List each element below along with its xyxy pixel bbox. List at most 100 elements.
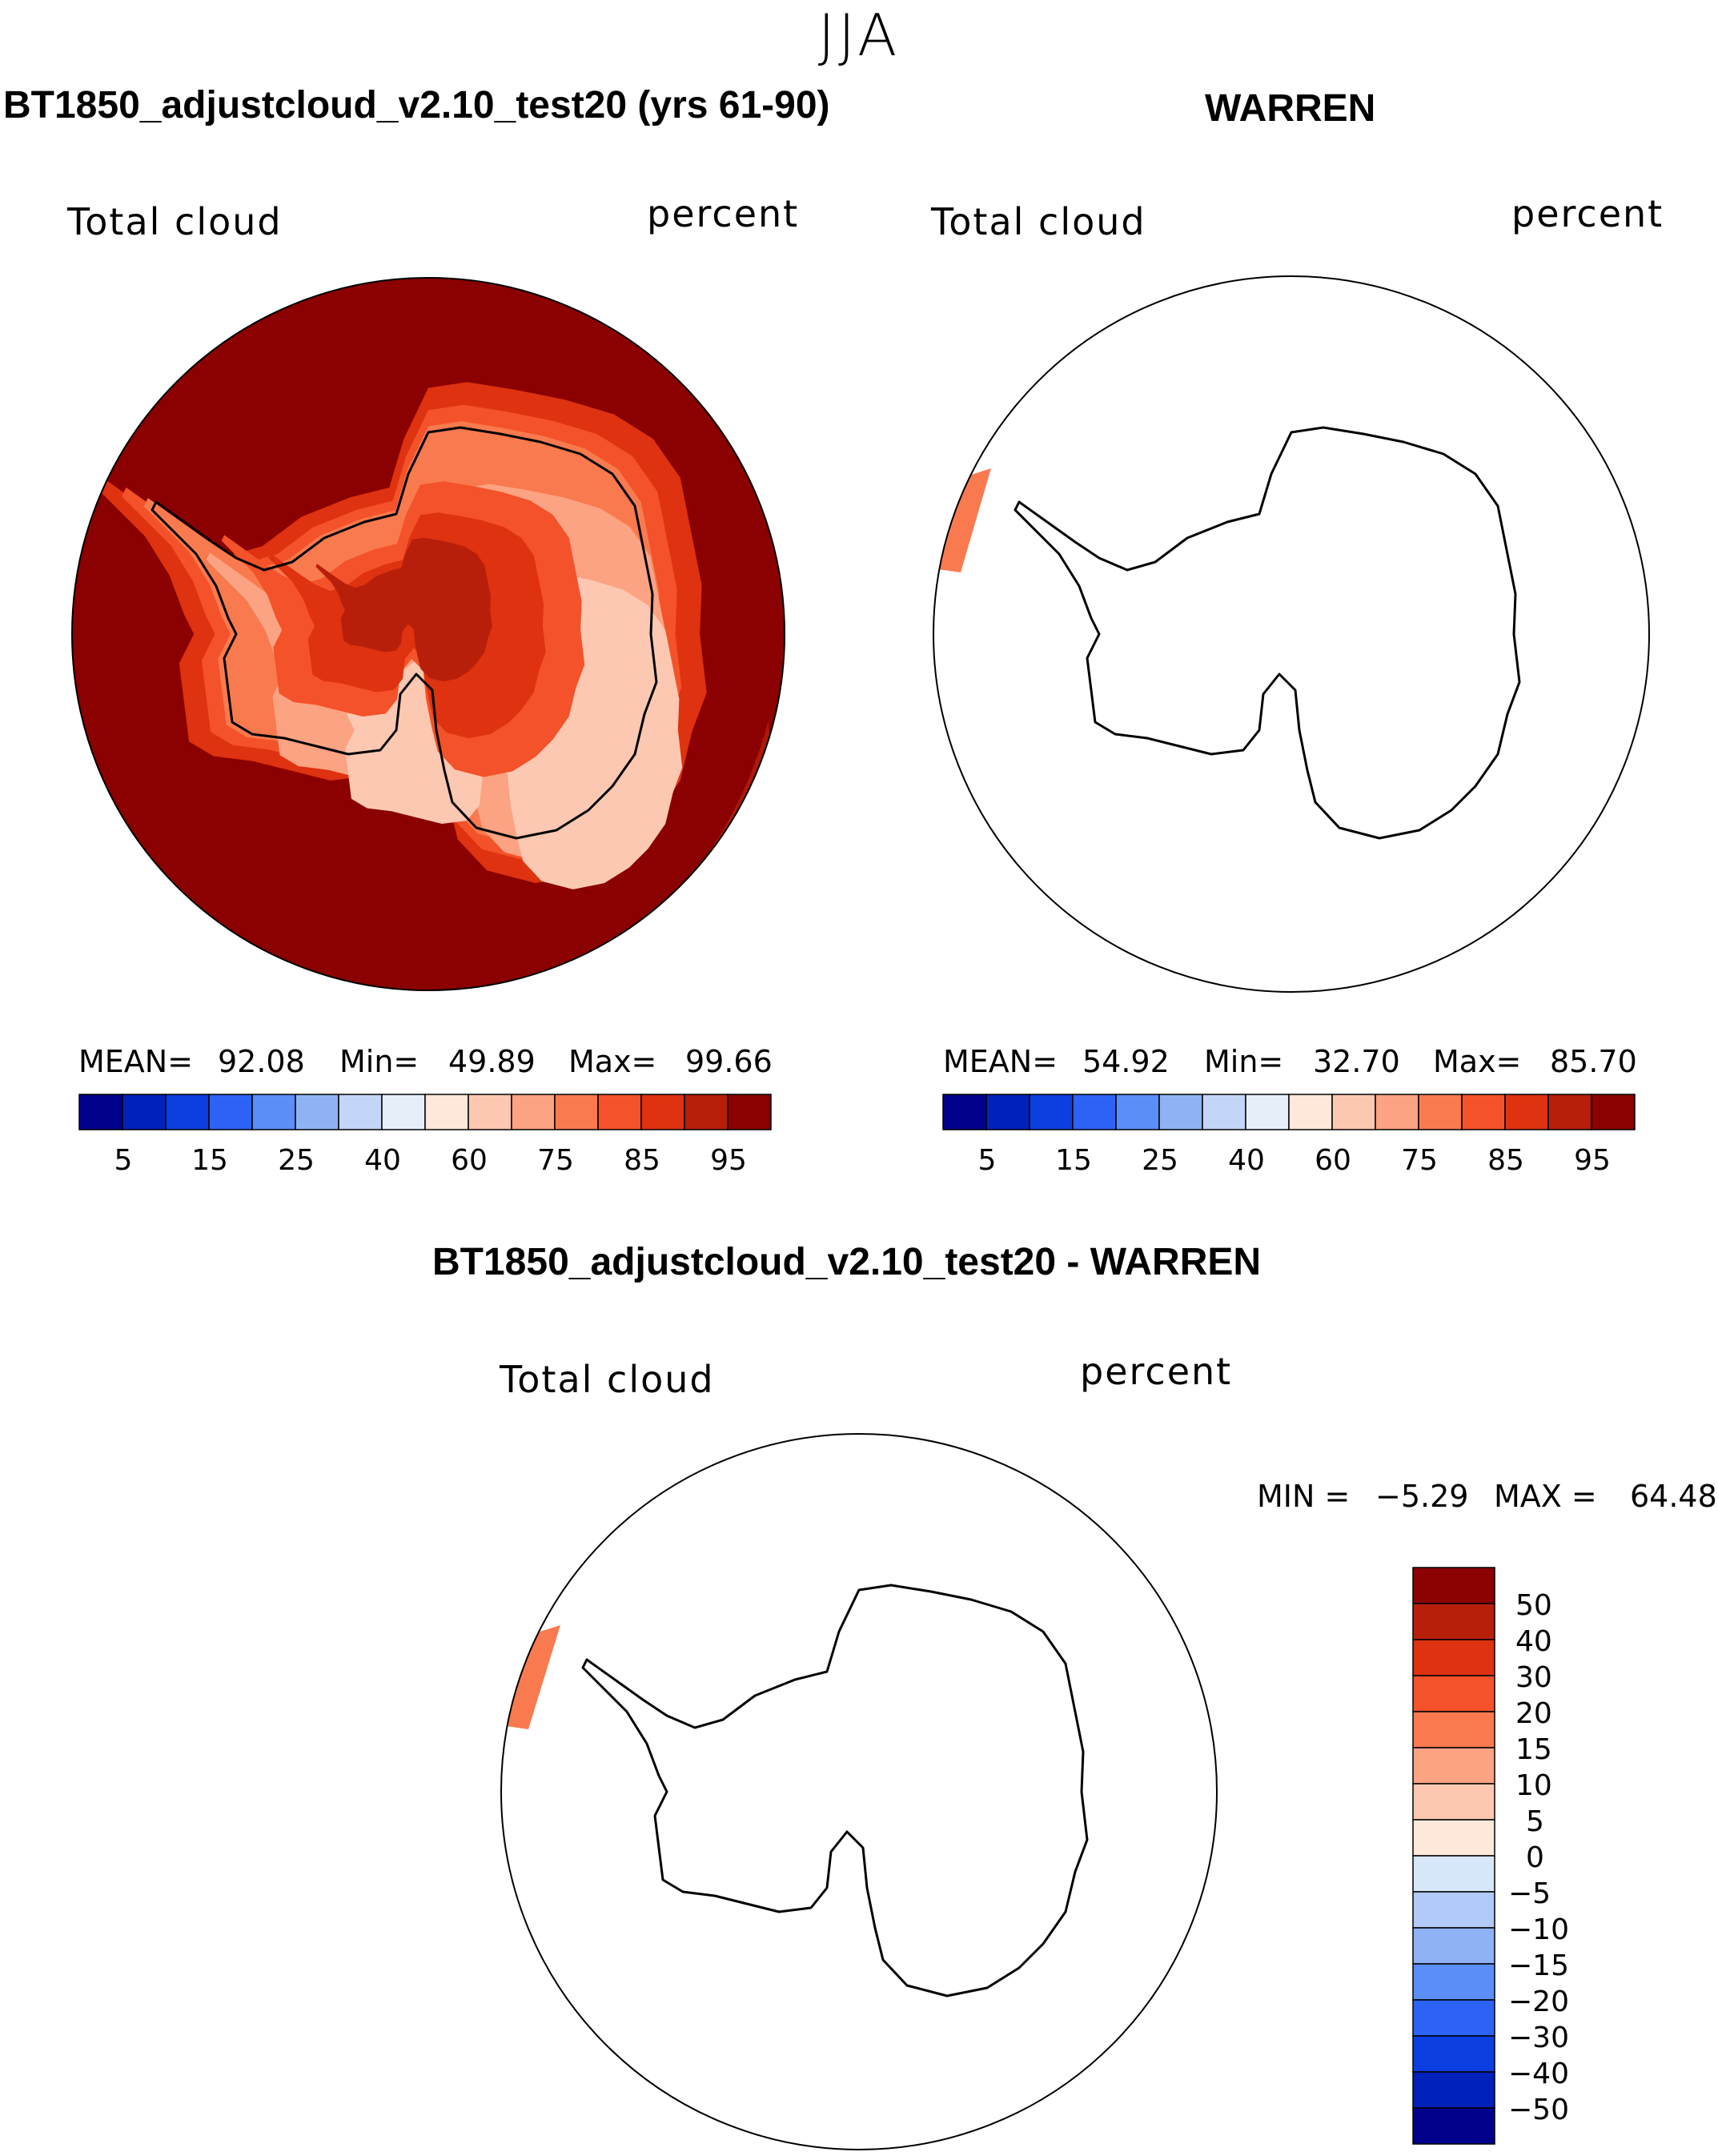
panel3-colorbar-tick: −40 [1508,2058,1569,2090]
panel2-title: WARREN [1205,87,1376,130]
colorbar-swatch [468,1094,512,1130]
panel2-max-label: Max= [1433,1044,1522,1079]
panel3-colorbar [1412,1567,1495,2145]
colorbar-swatch [554,1094,599,1130]
panel3-units-label: percent [1080,1350,1233,1393]
panel3-colorbar-tick: −5 [1508,1877,1551,1910]
panel2-colorbar-tick: 95 [1574,1144,1611,1177]
colorbar-swatch [1412,1855,1495,1893]
colorbar-swatch [1245,1094,1290,1130]
panel3-colorbar-tick: 20 [1515,1697,1552,1730]
panel2-min-label: Min= [1204,1044,1284,1079]
panel1-colorbar-tick: 95 [710,1144,747,1177]
colorbar-swatch [1412,2071,1495,2109]
colorbar-swatch [597,1094,642,1130]
panel3-colorbar-tick: 40 [1515,1625,1552,1658]
panel2-colorbar-tick: 25 [1142,1144,1178,1177]
colorbar-swatch [1029,1094,1074,1130]
panel1-colorbar-tick: 40 [364,1144,401,1177]
colorbar-swatch [1418,1094,1463,1130]
colorbar-swatch [1412,1819,1495,1857]
panel1-map-border [71,277,785,991]
panel3-colorbar-tick: 50 [1515,1589,1552,1622]
colorbar-swatch [338,1094,383,1130]
colorbar-swatch [251,1094,296,1130]
panel1-colorbar [78,1094,772,1130]
colorbar-swatch [1115,1094,1160,1130]
colorbar-swatch [1412,1783,1495,1821]
panel2-field-label: Total cloud [931,200,1146,243]
panel3-title: BT1850_adjustcloud_v2.10_test20 - WARREN [432,1241,1262,1283]
colorbar-swatch [1412,1675,1495,1712]
panel2-map-border [933,275,1650,993]
colorbar-swatch [1412,1747,1495,1785]
panel3-colorbar-tick: −50 [1508,2094,1569,2126]
panel1-mean-label: MEAN= [78,1044,194,1079]
colorbar-swatch [1412,1567,1495,1604]
panel3-colorbar-tick: 5 [1526,1805,1544,1838]
panel1-colorbar-tick: 25 [278,1144,315,1177]
colorbar-swatch [1412,1927,1495,1965]
panel1-colorbar-tick: 5 [114,1144,133,1177]
panel1-field-label: Total cloud [67,200,283,243]
panel2-colorbar-tick: 5 [977,1144,997,1177]
panel1-max-value: 99.66 [685,1044,773,1079]
colorbar-swatch [78,1094,123,1130]
colorbar-swatch [1158,1094,1203,1130]
panel2-colorbar-tick: 15 [1055,1144,1092,1177]
panel2-max-value: 85.70 [1550,1044,1637,1079]
panel3-map [500,1433,1218,2150]
panel1-units-label: percent [647,192,800,235]
panel3-min-value: −5.29 [1375,1479,1469,1514]
panel3-colorbar-tick: 15 [1515,1733,1552,1766]
panel1-min-label: Min= [339,1044,419,1079]
colorbar-swatch [1072,1094,1117,1130]
panel2-mean-value: 54.92 [1082,1044,1170,1079]
panel1-colorbar-tick: 60 [451,1144,488,1177]
panel3-colorbar-tick: −15 [1508,1949,1569,1982]
colorbar-swatch [727,1094,772,1130]
colorbar-swatch [208,1094,253,1130]
colorbar-swatch [1461,1094,1506,1130]
colorbar-swatch [1412,1639,1495,1676]
panel3-colorbar-tick: −10 [1508,1913,1569,1946]
colorbar-swatch [1412,1603,1495,1640]
panel1-map [71,277,785,991]
panel1-colorbar-tick: 15 [191,1144,228,1177]
colorbar-swatch [1591,1094,1636,1130]
panel3-colorbar-tick: −20 [1508,1985,1569,2018]
panel3-colorbar-tick: 30 [1515,1661,1552,1694]
panel2-colorbar-tick: 40 [1228,1144,1265,1177]
season-title: JJA [817,2,901,69]
panel2-map-background [933,276,1649,992]
colorbar-swatch [381,1094,426,1130]
colorbar-swatch [1412,1999,1495,2037]
colorbar-swatch [640,1094,685,1130]
colorbar-swatch [165,1094,210,1130]
panel2-colorbar [942,1094,1636,1130]
colorbar-swatch [684,1094,729,1130]
colorbar-swatch [1375,1094,1419,1130]
panel1-colorbar-tick: 75 [537,1144,574,1177]
panel3-max-value: 64.48 [1630,1479,1717,1514]
colorbar-swatch [1412,2035,1495,2073]
panel1-max-label: Max= [568,1044,657,1079]
colorbar-swatch [1412,1963,1495,2001]
panel2-map [933,275,1650,993]
colorbar-swatch [1412,1891,1495,1929]
colorbar-swatch [511,1094,556,1130]
colorbar-swatch [985,1094,1030,1130]
panel1-title: BT1850_adjustcloud_v2.10_test20 (yrs 61-… [3,84,830,126]
colorbar-swatch [295,1094,339,1130]
colorbar-swatch [942,1094,987,1130]
panel3-map-border [500,1433,1218,2150]
panel3-max-label: MAX = [1494,1479,1597,1514]
panel1-mean-value: 92.08 [218,1044,305,1079]
colorbar-swatch [1412,1711,1495,1748]
panel3-colorbar-tick: 10 [1515,1769,1552,1802]
colorbar-swatch [1412,2107,1495,2145]
panel3-min-label: MIN = [1257,1479,1351,1514]
panel3-colorbar-tick: −30 [1508,2022,1569,2054]
panel2-colorbar-tick: 85 [1487,1144,1524,1177]
